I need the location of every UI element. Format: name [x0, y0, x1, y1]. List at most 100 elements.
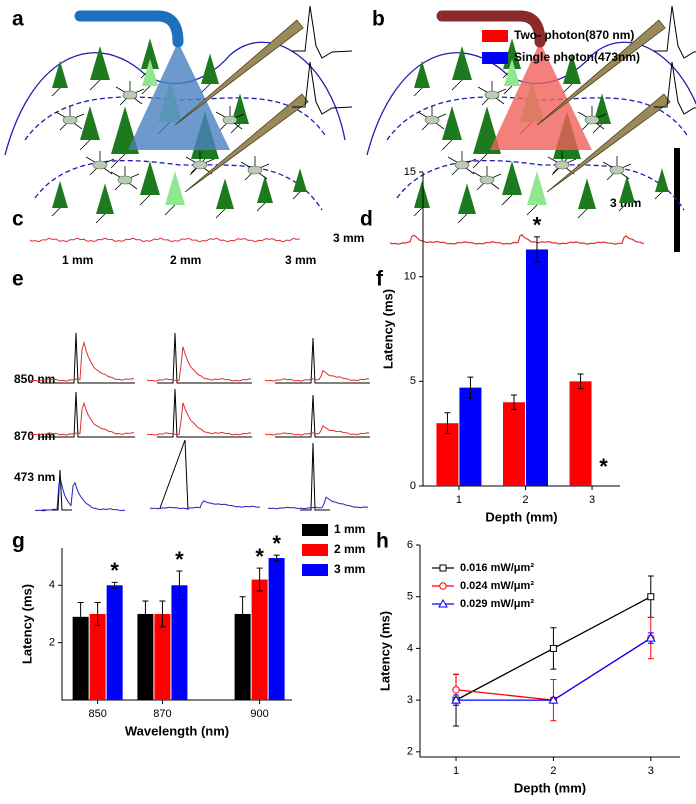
- bar: [154, 613, 171, 700]
- y-tick-label: 15: [404, 166, 416, 178]
- column-label: 1 mm: [62, 253, 93, 267]
- trace: [267, 496, 369, 510]
- panel-label: g: [12, 530, 25, 553]
- bar: [106, 585, 123, 700]
- marker: [438, 598, 448, 608]
- neuron: [527, 171, 547, 205]
- marker: [647, 593, 655, 601]
- row-label: 870 nm: [14, 429, 55, 443]
- error-bar: [77, 601, 84, 632]
- error-bar: [273, 554, 280, 562]
- glia: [117, 175, 133, 185]
- dendrite: [654, 191, 663, 200]
- x-tick-label: 1: [456, 494, 462, 506]
- panel-label: c: [12, 208, 24, 231]
- trace: [146, 346, 252, 382]
- column-label: 2 mm: [170, 253, 201, 267]
- dendrite: [618, 202, 628, 212]
- glia: [424, 115, 440, 125]
- dendrite: [164, 204, 176, 216]
- y-axis-label: Latency (ms): [380, 289, 395, 369]
- y-tick-label: 10: [404, 271, 416, 283]
- trace: [146, 402, 252, 436]
- dendrite: [215, 208, 226, 219]
- neuron: [52, 60, 68, 88]
- trace: [157, 388, 252, 438]
- bar: [171, 585, 188, 700]
- trace: [29, 237, 301, 243]
- spike-trace: [654, 61, 696, 115]
- error-bar: [444, 412, 451, 435]
- dendrite: [51, 87, 61, 97]
- trace: [149, 500, 260, 510]
- legend-label: Single photon(473nm): [514, 50, 640, 64]
- panel-label: e: [12, 268, 24, 291]
- neuron: [655, 168, 669, 192]
- error-bar: [577, 373, 584, 390]
- neuron: [619, 175, 635, 203]
- error-bar: [159, 600, 166, 628]
- trace: [264, 425, 370, 436]
- panel-label: f: [376, 268, 384, 291]
- layer-boundary: [34, 159, 323, 211]
- glia: [584, 115, 600, 125]
- row-label: 473 nm: [14, 470, 55, 484]
- neuron: [442, 106, 462, 140]
- dendrite: [51, 207, 61, 217]
- neuron: [231, 93, 249, 124]
- schematic: [4, 5, 353, 224]
- dendrite: [592, 123, 603, 134]
- dendrite: [230, 123, 241, 134]
- x-tick-label: 2: [550, 765, 556, 777]
- error-bar: [533, 236, 540, 263]
- glia: [479, 175, 495, 185]
- glia: [247, 165, 263, 175]
- legend-swatch: [482, 30, 508, 42]
- glia: [609, 165, 625, 175]
- legend-label: Two- photon(870 nm): [514, 28, 634, 42]
- legend-swatch: [302, 524, 328, 536]
- y-tick-label: 6: [407, 539, 413, 551]
- spike-trace: [654, 5, 696, 59]
- dendrite: [441, 139, 453, 151]
- column-label: 3 mm: [285, 253, 316, 267]
- y-tick-label: 2: [49, 637, 55, 649]
- x-axis-label: Depth (mm): [514, 780, 586, 795]
- dendrite: [141, 85, 151, 95]
- neuron: [563, 53, 581, 84]
- neuron: [80, 106, 100, 140]
- bar: [502, 402, 525, 486]
- error-bar: [111, 581, 118, 589]
- legend-swatch: [302, 544, 328, 556]
- trace: [275, 394, 370, 438]
- panel-label: d: [360, 208, 373, 231]
- dendrite: [472, 153, 488, 169]
- x-tick-label: 870: [153, 708, 171, 720]
- bar: [268, 558, 285, 700]
- x-tick-label: 900: [250, 708, 268, 720]
- bar: [251, 579, 268, 700]
- marker: [439, 564, 447, 572]
- bar: [436, 423, 459, 486]
- x-tick-label: 850: [88, 708, 106, 720]
- electrode: [184, 93, 309, 193]
- bar: [525, 249, 548, 486]
- dendrite: [413, 87, 423, 97]
- trace: [389, 234, 645, 245]
- marker: [439, 582, 447, 590]
- dendrite: [256, 202, 266, 212]
- dendrite: [501, 194, 513, 206]
- y-tick-label: 5: [410, 375, 416, 387]
- neuron: [257, 175, 273, 203]
- legend-label: 0.024 mW/μm²: [460, 580, 534, 592]
- neuron: [502, 161, 522, 195]
- dendrite: [503, 85, 513, 95]
- scale-label: 3 mm: [333, 231, 364, 245]
- panel-label: b: [372, 8, 385, 31]
- y-tick-label: 4: [49, 579, 55, 591]
- neuron: [96, 183, 114, 214]
- trace: [40, 391, 135, 438]
- neuron: [140, 161, 160, 195]
- marker: [452, 686, 460, 694]
